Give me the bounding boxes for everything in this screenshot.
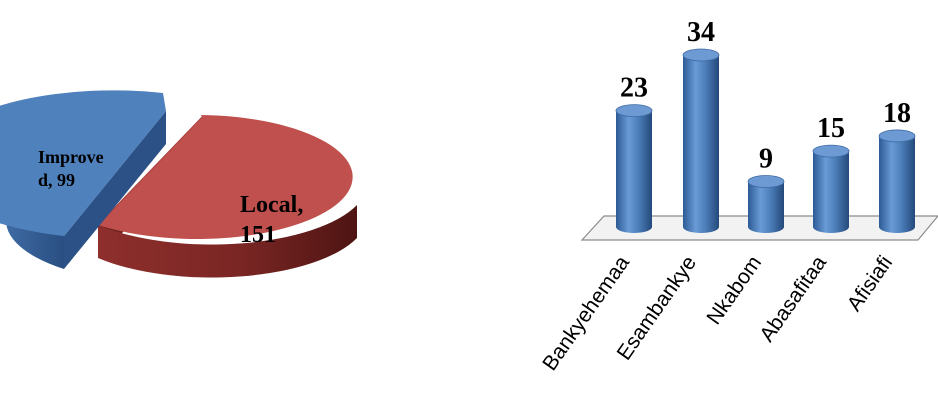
bar-value-label-afisiafi: 18 [883, 98, 911, 129]
bar-abasafitaa [813, 151, 849, 233]
category-label-afisiafi: Afisiafi [843, 252, 897, 316]
pie-label-improved-line1: Improve [38, 147, 104, 167]
bar-value-label-esambankye: 34 [687, 17, 715, 48]
pie-slice-local [97, 115, 357, 278]
bar-esambankye [683, 55, 719, 233]
pie-label-local-line2: 151 [240, 222, 276, 248]
bar-cap-nkabom [747, 175, 785, 188]
bar-value-labels: 23 34 9 15 18 [620, 17, 911, 174]
bar-nkabom [748, 181, 784, 233]
category-label-abasafitaa: Abasafitaa [755, 251, 831, 346]
pie-label-local-line1: Local, [240, 192, 303, 218]
pie-label-improved-line2: d, 99 [38, 170, 75, 190]
bar-bankyehemaa [616, 110, 652, 233]
bar-cap-abasafitaa [812, 144, 850, 158]
bar-value-label-bankyehemaa: 23 [620, 73, 648, 104]
bar-value-label-nkabom: 9 [759, 143, 773, 174]
bar-series [615, 48, 916, 233]
bar-value-label-abasafitaa: 15 [817, 113, 845, 144]
bar-afisiafi [879, 135, 915, 233]
category-label-nkabom: Nkabom [702, 252, 766, 329]
bar-cap-afisiafi [878, 129, 916, 143]
pie-chart: Local, 151 Improve d, 99 [0, 90, 357, 278]
bar-cap-bankyehemaa [615, 104, 653, 118]
pie-slice-improved [0, 90, 166, 269]
bar-cap-esambankye [682, 48, 720, 62]
